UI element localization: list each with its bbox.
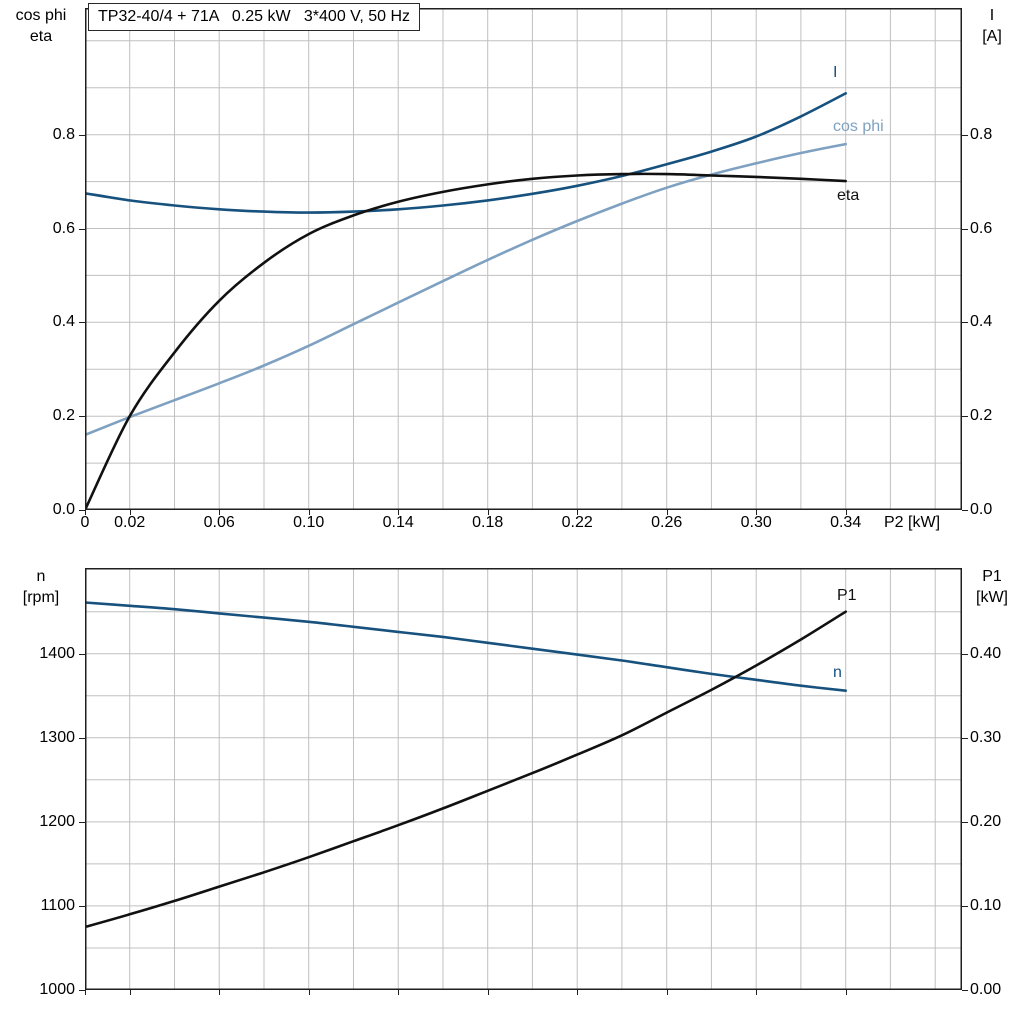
tick-mark bbox=[577, 510, 579, 515]
lower-left-axis-label-line2: [rpm] bbox=[22, 589, 60, 606]
tick-mark bbox=[79, 990, 85, 991]
tick-mark bbox=[219, 510, 221, 515]
tick-mark bbox=[85, 510, 86, 515]
tick-mark bbox=[962, 416, 968, 418]
x-tick-label: 0.18 bbox=[472, 514, 504, 531]
upper-right-axis-label-line1: I bbox=[989, 7, 995, 24]
upper-chart-canvas bbox=[85, 8, 962, 510]
tick-mark bbox=[962, 134, 968, 136]
tick-mark bbox=[962, 322, 968, 324]
lower-left-axis-label-line1: n bbox=[36, 568, 46, 585]
upper-left-axis-label: cos phi eta bbox=[0, 5, 82, 47]
y-tick-label-left: 0.8 bbox=[52, 125, 75, 143]
x-tick-label: 0.22 bbox=[561, 514, 593, 531]
tick-mark bbox=[962, 653, 968, 655]
y-tick-label-left: 0.4 bbox=[52, 313, 75, 331]
upper-left-axis-label-line1: cos phi bbox=[15, 7, 67, 24]
tick-mark bbox=[398, 990, 400, 995]
curve-label-current: I bbox=[833, 64, 838, 81]
x-tick-label: 0.34 bbox=[830, 514, 862, 531]
tick-mark bbox=[79, 228, 85, 230]
y-tick-label-left: 1100 bbox=[40, 896, 75, 914]
x-tick-label: 0.02 bbox=[114, 514, 146, 531]
y-tick-label-right: 0.20 bbox=[970, 812, 1002, 830]
tick-mark bbox=[756, 990, 758, 995]
lower-right-axis-label-line1: P1 bbox=[982, 568, 1002, 585]
tick-mark bbox=[79, 821, 85, 823]
x-axis-title: P2 [kW] bbox=[884, 514, 941, 531]
tick-mark bbox=[79, 905, 85, 907]
tick-mark bbox=[79, 653, 85, 655]
tick-mark bbox=[756, 510, 758, 515]
lower-chart-canvas bbox=[85, 568, 962, 990]
x-tick-label: 0 bbox=[80, 514, 90, 531]
tick-mark bbox=[129, 510, 131, 515]
y-tick-label-right: 0.30 bbox=[970, 728, 1002, 746]
y-tick-label-right: 0.00 bbox=[970, 981, 1002, 998]
y-tick-label-right: 0.4 bbox=[970, 313, 993, 331]
tick-mark bbox=[845, 510, 847, 515]
y-tick-label-right: 0.6 bbox=[970, 219, 993, 237]
tick-mark bbox=[666, 510, 668, 515]
tick-mark bbox=[962, 228, 968, 230]
y-tick-label-right: 0.40 bbox=[970, 644, 1002, 662]
curve-label-n: n bbox=[833, 664, 842, 681]
upper-right-axis-label: I [A] bbox=[963, 5, 1021, 47]
tick-mark bbox=[487, 990, 489, 995]
tick-mark bbox=[79, 322, 85, 324]
tick-mark bbox=[962, 990, 968, 991]
curve-label-eta: eta bbox=[837, 187, 860, 204]
y-tick-label-left: 0.2 bbox=[52, 407, 75, 425]
lower-left-axis-label: n [rpm] bbox=[0, 566, 82, 608]
y-tick-label-left: 1000 bbox=[39, 981, 75, 998]
y-tick-label-left: 1200 bbox=[39, 812, 75, 830]
upper-right-axis-label-line2: [A] bbox=[982, 28, 1002, 45]
lower-right-axis-label: P1 [kW] bbox=[963, 566, 1021, 608]
tick-mark bbox=[962, 821, 968, 823]
tick-mark bbox=[79, 134, 85, 136]
y-tick-label-right: 0.8 bbox=[970, 125, 993, 143]
x-tick-label: 0.30 bbox=[740, 514, 772, 531]
curve-label-p1: P1 bbox=[837, 587, 857, 604]
y-tick-label-left: 1400 bbox=[39, 644, 75, 662]
y-tick-label-right: 0.10 bbox=[970, 896, 1002, 914]
tick-mark bbox=[487, 510, 489, 515]
tick-mark bbox=[79, 510, 85, 511]
y-tick-label-left: 1300 bbox=[39, 728, 75, 746]
x-tick-label: 0.06 bbox=[203, 514, 235, 531]
tick-mark bbox=[129, 990, 131, 995]
x-tick-label: 0.14 bbox=[382, 514, 414, 531]
y-tick-label-right: 0.0 bbox=[970, 501, 993, 518]
tick-mark bbox=[85, 990, 86, 995]
tick-mark bbox=[962, 905, 968, 907]
tick-mark bbox=[79, 737, 85, 739]
tick-mark bbox=[219, 990, 221, 995]
y-tick-label-left: 0.0 bbox=[52, 501, 75, 518]
tick-mark bbox=[398, 510, 400, 515]
y-tick-label-right: 0.2 bbox=[970, 407, 993, 425]
tick-mark bbox=[962, 510, 968, 511]
y-tick-label-left: 0.6 bbox=[52, 219, 75, 237]
curve-label-cos-phi: cos phi bbox=[833, 118, 884, 135]
tick-mark bbox=[845, 990, 847, 995]
tick-mark bbox=[962, 737, 968, 739]
tick-mark bbox=[308, 990, 310, 995]
x-tick-label: 0.10 bbox=[293, 514, 325, 531]
chart-title: TP32-40/4 + 71A 0.25 kW 3*400 V, 50 Hz bbox=[88, 3, 421, 31]
tick-mark bbox=[577, 990, 579, 995]
tick-mark bbox=[79, 416, 85, 418]
x-tick-label: 0.26 bbox=[651, 514, 683, 531]
tick-mark bbox=[666, 990, 668, 995]
lower-right-axis-label-line2: [kW] bbox=[976, 589, 1008, 606]
tick-mark bbox=[308, 510, 310, 515]
upper-left-axis-label-line2: eta bbox=[29, 28, 53, 45]
